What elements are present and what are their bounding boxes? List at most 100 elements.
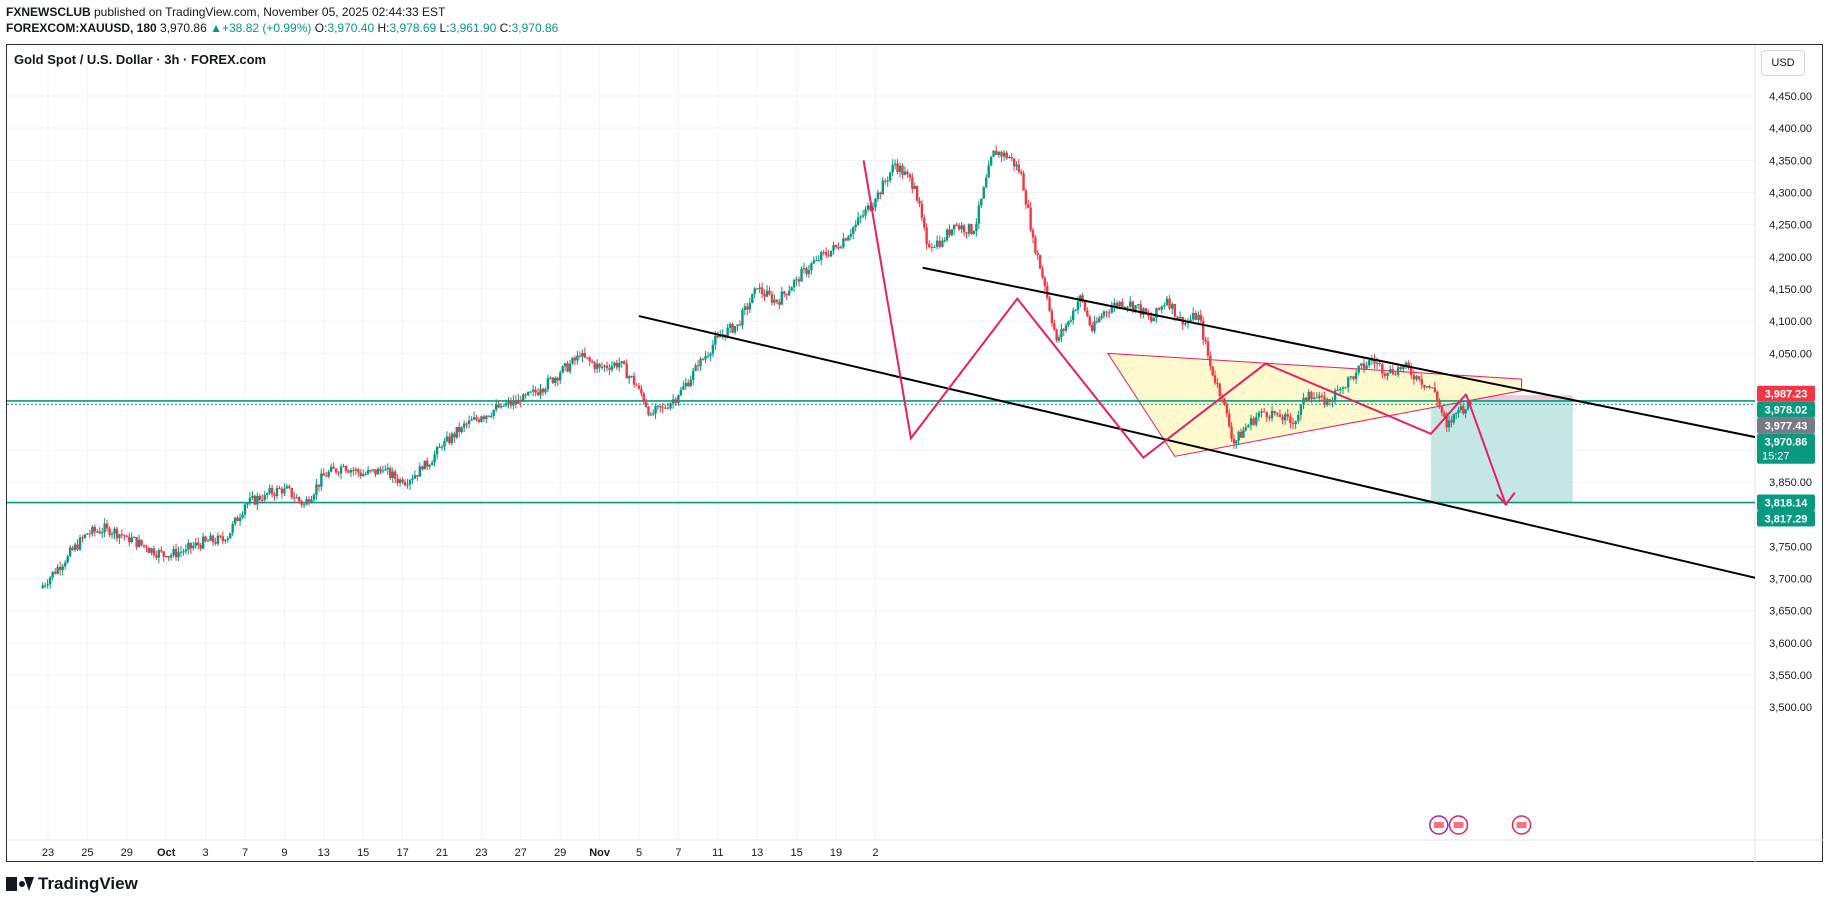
candle-body bbox=[1100, 316, 1103, 319]
candle bbox=[950, 229, 954, 237]
tradingview-brand[interactable]: TradingView bbox=[6, 874, 138, 894]
price-tag: 3,818.14 bbox=[1757, 494, 1815, 511]
candle-body bbox=[620, 361, 623, 364]
candle bbox=[913, 182, 916, 190]
x-tick-label: 2 bbox=[872, 847, 878, 859]
candle-body bbox=[903, 171, 907, 175]
candle bbox=[465, 421, 468, 429]
candle bbox=[325, 472, 328, 477]
candle-body bbox=[699, 358, 702, 367]
candle bbox=[354, 467, 358, 475]
candle-body bbox=[1194, 312, 1198, 320]
y-tick-label: 4,100.00 bbox=[1769, 316, 1812, 328]
candle bbox=[1294, 420, 1297, 430]
candle-body bbox=[876, 192, 880, 199]
candle-body bbox=[1012, 158, 1016, 167]
candle-body bbox=[1423, 384, 1426, 388]
candle bbox=[975, 218, 978, 237]
candle bbox=[1067, 320, 1070, 328]
candle-body bbox=[593, 362, 596, 369]
candle-body bbox=[1010, 157, 1013, 159]
author[interactable]: FXNEWSCLUB bbox=[6, 5, 91, 19]
symbol[interactable]: FOREXCOM:XAUUSD, 180 bbox=[6, 21, 157, 35]
candle-body bbox=[1454, 413, 1458, 415]
candle-body bbox=[332, 466, 335, 469]
candle-body bbox=[1257, 412, 1261, 417]
candle bbox=[682, 380, 685, 391]
candle bbox=[485, 415, 488, 423]
candle bbox=[1383, 371, 1387, 379]
candle bbox=[549, 375, 552, 380]
event-icon-mark bbox=[1433, 822, 1444, 828]
candle bbox=[1368, 358, 1371, 368]
candle bbox=[849, 228, 852, 240]
candle-body bbox=[714, 335, 717, 345]
candle-body bbox=[63, 562, 67, 567]
candle-body bbox=[81, 537, 84, 539]
candle-body bbox=[1081, 295, 1084, 301]
candle-body bbox=[756, 288, 759, 290]
candle bbox=[317, 484, 321, 492]
candle-body bbox=[967, 224, 971, 234]
candle-body bbox=[635, 384, 638, 386]
candle bbox=[1010, 152, 1013, 161]
candle bbox=[1394, 370, 1397, 376]
candle-body bbox=[856, 217, 860, 225]
candle bbox=[671, 394, 675, 409]
x-tick-label: 13 bbox=[751, 847, 763, 859]
candle bbox=[108, 526, 111, 537]
candle-body bbox=[923, 217, 926, 228]
candle-body bbox=[753, 288, 756, 294]
candle bbox=[302, 503, 306, 509]
candle bbox=[295, 494, 298, 499]
candle-body bbox=[859, 216, 862, 218]
candle-body bbox=[118, 534, 121, 539]
candle-body bbox=[512, 400, 515, 406]
candle-body bbox=[603, 365, 606, 367]
candle bbox=[438, 443, 441, 449]
chart-frame[interactable] bbox=[6, 44, 1823, 862]
candle-body bbox=[1027, 204, 1030, 208]
candle bbox=[504, 399, 508, 407]
candle-body bbox=[297, 497, 301, 501]
candle-body bbox=[844, 238, 848, 241]
chart-legend-title[interactable]: Gold Spot / U.S. Dollar · 3h · FOREX.com bbox=[14, 52, 267, 67]
candle bbox=[1107, 309, 1111, 319]
y-tick-label: 4,150.00 bbox=[1769, 284, 1812, 296]
candle-body bbox=[891, 164, 894, 173]
x-tick-label: 11 bbox=[712, 847, 723, 859]
candle bbox=[768, 286, 771, 296]
candle bbox=[544, 387, 547, 395]
candle bbox=[534, 386, 537, 397]
x-tick-label: 29 bbox=[121, 847, 133, 859]
candle bbox=[785, 293, 788, 300]
candle-body bbox=[1064, 325, 1068, 331]
candle bbox=[140, 539, 143, 547]
candle-body bbox=[344, 465, 348, 472]
candle bbox=[753, 286, 756, 299]
candle bbox=[455, 426, 458, 440]
candle bbox=[1289, 413, 1292, 429]
quote-line: FOREXCOM:XAUUSD, 180 3,970.86 ▲+38.82 (+… bbox=[6, 21, 558, 35]
candle-body bbox=[253, 495, 257, 505]
candle-body bbox=[654, 406, 657, 414]
candle-body bbox=[1347, 377, 1350, 388]
candle-body bbox=[1362, 363, 1366, 369]
candle-body bbox=[758, 287, 761, 290]
candle bbox=[842, 232, 845, 249]
candle-body bbox=[1336, 389, 1339, 391]
candle-body bbox=[1320, 395, 1324, 398]
candle-body bbox=[997, 151, 1001, 155]
currency-button[interactable]: USD bbox=[1761, 50, 1805, 76]
candle bbox=[118, 533, 121, 544]
candle-body bbox=[960, 225, 963, 230]
candle-body bbox=[182, 551, 185, 553]
candle bbox=[893, 159, 897, 170]
candle bbox=[706, 351, 710, 359]
y-tick-label: 3,500.00 bbox=[1769, 702, 1812, 714]
candle-body bbox=[578, 355, 582, 357]
candle bbox=[1086, 307, 1089, 318]
candle-body bbox=[174, 548, 178, 558]
candle bbox=[265, 492, 269, 500]
